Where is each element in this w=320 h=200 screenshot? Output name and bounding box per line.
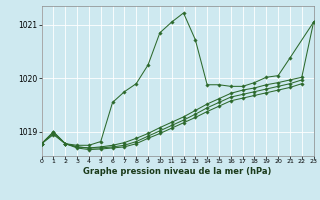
X-axis label: Graphe pression niveau de la mer (hPa): Graphe pression niveau de la mer (hPa) bbox=[84, 167, 272, 176]
